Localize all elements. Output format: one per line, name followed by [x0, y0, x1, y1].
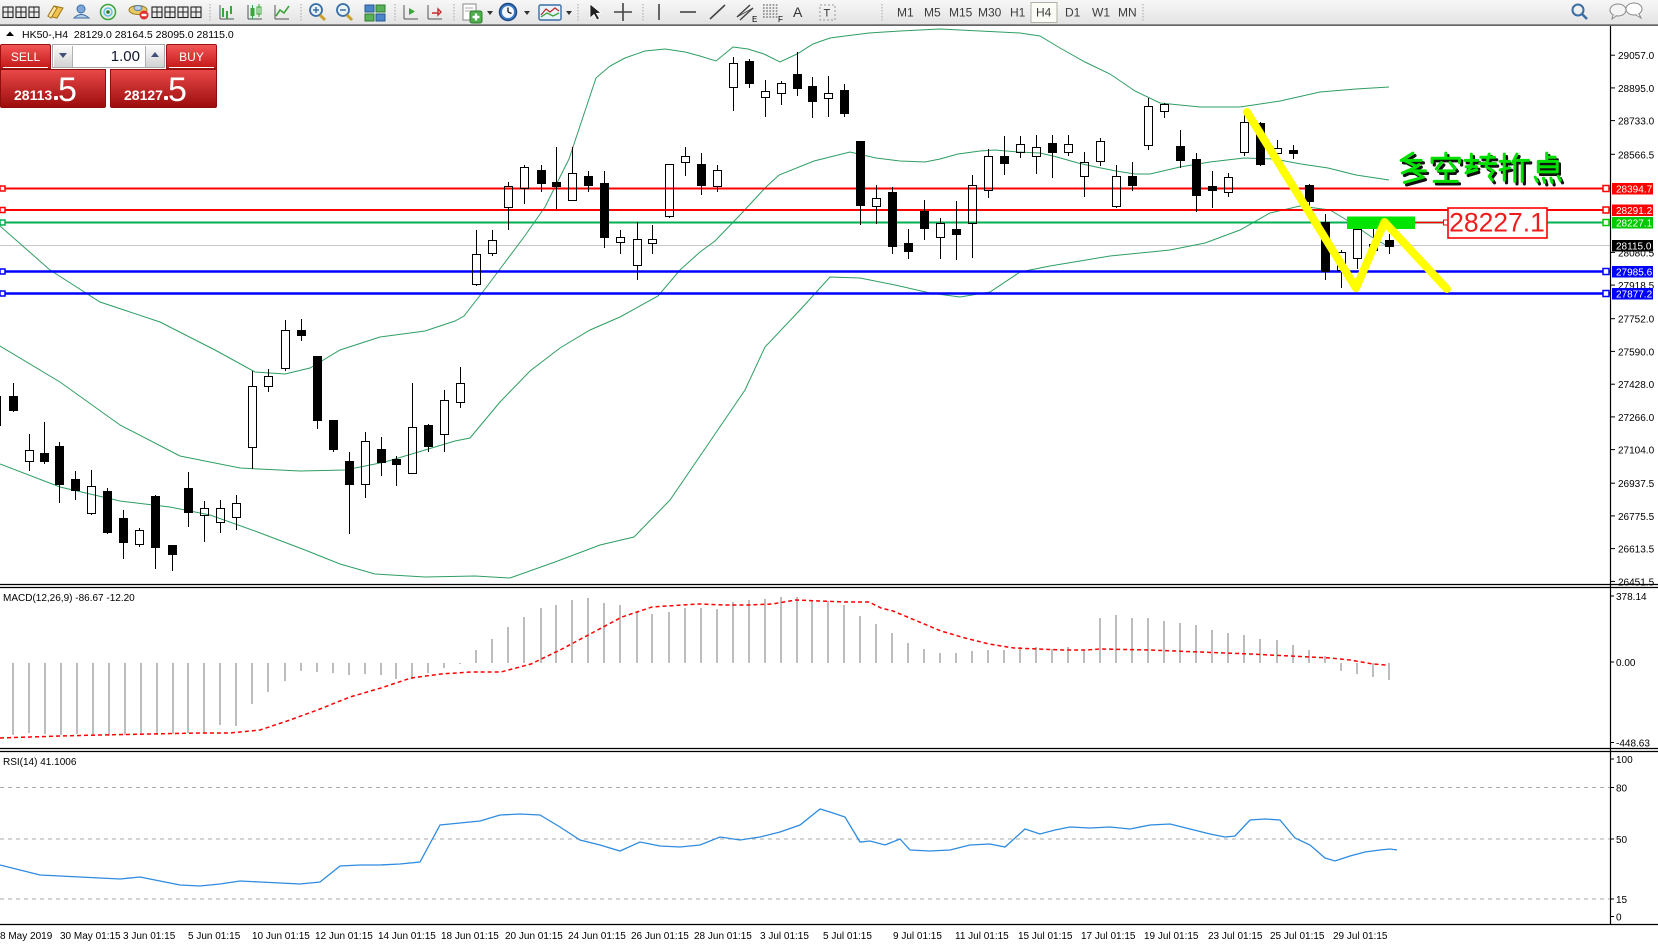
svg-text:9 Jul 01:15: 9 Jul 01:15 — [893, 931, 942, 942]
svg-text:H1: H1 — [1010, 6, 1026, 20]
svg-text:26 Jun 01:15: 26 Jun 01:15 — [631, 931, 689, 942]
svg-text:28291.2: 28291.2 — [1616, 206, 1653, 217]
svg-text:17 Jul 01:15: 17 Jul 01:15 — [1081, 931, 1136, 942]
svg-text:25 Jul 01:15: 25 Jul 01:15 — [1270, 931, 1325, 942]
svg-text:28227.1: 28227.1 — [1616, 219, 1653, 230]
svg-text:27985.6: 27985.6 — [1616, 268, 1653, 279]
svg-text:29057.0: 29057.0 — [1618, 51, 1655, 62]
svg-text:27752.0: 27752.0 — [1618, 315, 1655, 326]
svg-text:20 Jun 01:15: 20 Jun 01:15 — [505, 931, 563, 942]
svg-text:50: 50 — [1616, 835, 1628, 846]
svg-text:0.00: 0.00 — [1616, 658, 1636, 669]
svg-text:27104.0: 27104.0 — [1618, 446, 1655, 457]
svg-text:28227.1: 28227.1 — [1449, 208, 1545, 238]
svg-text:27266.0: 27266.0 — [1618, 413, 1655, 424]
svg-text:D1: D1 — [1065, 6, 1081, 20]
svg-text:26451.5: 26451.5 — [1618, 577, 1655, 588]
svg-text:27428.0: 27428.0 — [1618, 380, 1655, 391]
svg-text:W1: W1 — [1092, 6, 1110, 20]
svg-text:M30: M30 — [978, 6, 1002, 20]
svg-text:27590.0: 27590.0 — [1618, 347, 1655, 358]
svg-text:8 May 2019: 8 May 2019 — [0, 931, 53, 942]
svg-text:5 Jul 01:15: 5 Jul 01:15 — [823, 931, 872, 942]
svg-text:11 Jul 01:15: 11 Jul 01:15 — [955, 931, 1009, 942]
svg-text:M15: M15 — [949, 6, 973, 20]
svg-text:0: 0 — [1616, 913, 1622, 924]
svg-text:10 Jun 01:15: 10 Jun 01:15 — [252, 931, 310, 942]
svg-text:29 Jul 01:15: 29 Jul 01:15 — [1333, 931, 1388, 942]
svg-text:15 Jul 01:15: 15 Jul 01:15 — [1018, 931, 1073, 942]
svg-text:26775.5: 26775.5 — [1618, 512, 1655, 523]
svg-text:30 May 01:15: 30 May 01:15 — [60, 931, 121, 942]
svg-text:24 Jun 01:15: 24 Jun 01:15 — [568, 931, 626, 942]
svg-text:12 Jun 01:15: 12 Jun 01:15 — [315, 931, 373, 942]
svg-text:28733.0: 28733.0 — [1618, 117, 1655, 128]
svg-text:3 Jul 01:15: 3 Jul 01:15 — [760, 931, 809, 942]
svg-text:28080.5: 28080.5 — [1618, 248, 1655, 259]
svg-text:28115.0: 28115.0 — [1616, 242, 1652, 253]
svg-text:80: 80 — [1616, 784, 1628, 795]
svg-text:378.14: 378.14 — [1616, 592, 1647, 603]
svg-text:MACD(12,26,9) -86.67 -12.20: MACD(12,26,9) -86.67 -12.20 — [3, 593, 135, 604]
svg-text:28 Jun 01:15: 28 Jun 01:15 — [694, 931, 752, 942]
svg-text:28895.0: 28895.0 — [1618, 84, 1655, 95]
svg-text:100: 100 — [1616, 755, 1633, 766]
svg-text:A: A — [793, 4, 803, 20]
svg-text:T: T — [824, 8, 831, 20]
svg-text:M5: M5 — [924, 6, 941, 20]
svg-text:27918.5: 27918.5 — [1618, 281, 1655, 292]
svg-text:3 Jun 01:15: 3 Jun 01:15 — [123, 931, 176, 942]
svg-text:26937.5: 26937.5 — [1618, 479, 1655, 490]
svg-text:26613.5: 26613.5 — [1618, 545, 1655, 556]
svg-text:E: E — [752, 15, 757, 24]
svg-text:15: 15 — [1616, 895, 1628, 906]
svg-text:M1: M1 — [897, 6, 914, 20]
svg-text:14 Jun 01:15: 14 Jun 01:15 — [378, 931, 436, 942]
svg-text:H4: H4 — [1036, 6, 1052, 20]
svg-text:F: F — [778, 15, 783, 24]
svg-text:27877.2: 27877.2 — [1616, 290, 1653, 301]
svg-text:28394.7: 28394.7 — [1616, 185, 1653, 196]
svg-text:RSI(14) 41.1006: RSI(14) 41.1006 — [3, 757, 77, 768]
svg-text:23 Jul 01:15: 23 Jul 01:15 — [1208, 931, 1263, 942]
svg-text:18 Jun 01:15: 18 Jun 01:15 — [441, 931, 499, 942]
svg-text:-448.63: -448.63 — [1616, 739, 1650, 750]
svg-text:19 Jul 01:15: 19 Jul 01:15 — [1144, 931, 1199, 942]
svg-text:MN: MN — [1118, 6, 1137, 20]
svg-text:5 Jun 01:15: 5 Jun 01:15 — [188, 931, 241, 942]
svg-text:HK50-,H4 28129.0 28164.5 2809: HK50-,H4 28129.0 28164.5 28095.0 28115.0 — [22, 29, 234, 41]
svg-text:28566.5: 28566.5 — [1618, 150, 1655, 161]
